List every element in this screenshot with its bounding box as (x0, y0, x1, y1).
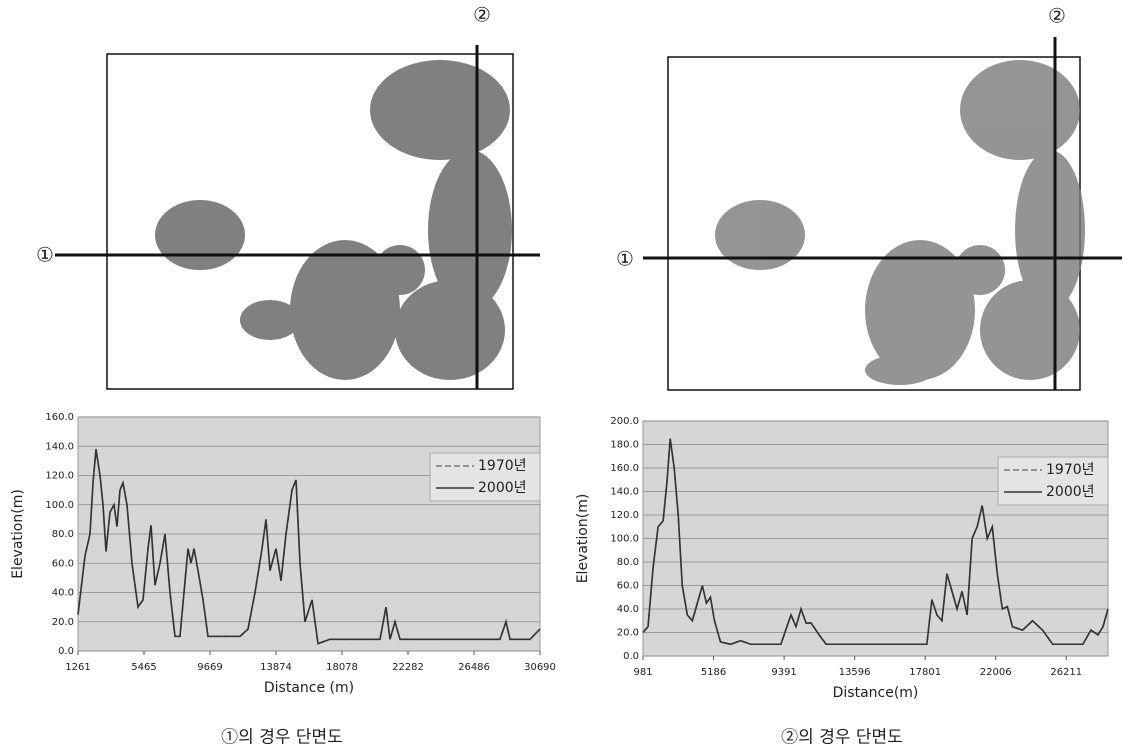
legend (997, 456, 1109, 506)
y-tick-label: 20.0 (617, 628, 639, 639)
x-tick-label: 17801 (909, 667, 941, 678)
y-tick-label: 20.0 (52, 617, 74, 628)
y-tick-label: 80.0 (52, 529, 74, 540)
y-tick-label: 40.0 (52, 588, 74, 599)
y-tick-label: 120.0 (45, 471, 74, 482)
caption: ②의 경우 단면도 (781, 728, 903, 748)
y-axis-label: Elevation(m) (10, 489, 26, 579)
x-tick-label: 9669 (197, 662, 222, 673)
x-tick-label: 22282 (392, 662, 424, 673)
line-chart: 0.0 20.0 40.0 60.0 80.0 100.0 120.0 140.0 160.0 1… (575, 416, 1109, 701)
x-tick-label: 9391 (771, 667, 796, 678)
caption: ①의 경우 단면도 (221, 728, 343, 748)
y-tick-label: 100.0 (610, 534, 639, 545)
x-tick-label: 5186 (701, 667, 726, 678)
x-tick-label: 22006 (980, 667, 1012, 678)
x-tick-label: 26486 (458, 662, 490, 673)
y-tick-label: 140.0 (610, 487, 639, 498)
map-right: ① ② (616, 4, 1122, 391)
profile-marker: ① (616, 247, 634, 271)
line-chart: 0.0 20.0 40.0 60.0 80.0 100.0 120.0 140.0 160.0 1… (10, 412, 556, 696)
x-tick-label: 26211 (1050, 667, 1082, 678)
x-tick-label: 13596 (839, 667, 871, 678)
x-tick-label: 13874 (260, 662, 292, 673)
x-tick-label: 981 (633, 667, 652, 678)
x-tick-label: 18078 (326, 662, 358, 673)
y-tick-label: 120.0 (610, 510, 639, 521)
y-tick-label: 0.0 (58, 646, 74, 657)
x-tick-label: 5465 (131, 662, 156, 673)
map-left: ① ② (36, 3, 540, 390)
y-tick-label: 180.0 (610, 440, 639, 451)
x-axis-label: Distance (m) (264, 680, 354, 696)
y-tick-label: 200.0 (610, 416, 639, 427)
y-tick-label: 100.0 (45, 500, 74, 511)
y-tick-label: 60.0 (52, 558, 74, 569)
profile-marker: ① (36, 243, 54, 267)
series-line (77, 449, 541, 645)
y-axis-label: Elevation(m) (575, 494, 591, 584)
y-tick-label: 160.0 (45, 412, 74, 423)
legend (429, 452, 541, 502)
legend-label: 1970년 (478, 458, 527, 474)
y-tick-label: 140.0 (45, 441, 74, 452)
y-tick-label: 0.0 (623, 651, 639, 662)
profile-marker: ② (473, 3, 491, 27)
legend-label: 2000년 (1046, 484, 1095, 500)
x-axis-label: Distance(m) (833, 685, 919, 701)
y-tick-label: 80.0 (617, 557, 639, 568)
x-tick-label: 1261 (65, 662, 90, 673)
series-line (642, 438, 1109, 646)
y-tick-label: 40.0 (617, 604, 639, 615)
x-tick-label: 30690 (524, 662, 556, 673)
legend-label: 1970년 (1046, 462, 1095, 478)
y-tick-label: 60.0 (617, 581, 639, 592)
legend-label: 2000년 (478, 480, 527, 496)
y-tick-label: 160.0 (610, 463, 639, 474)
profile-marker: ② (1048, 4, 1066, 28)
